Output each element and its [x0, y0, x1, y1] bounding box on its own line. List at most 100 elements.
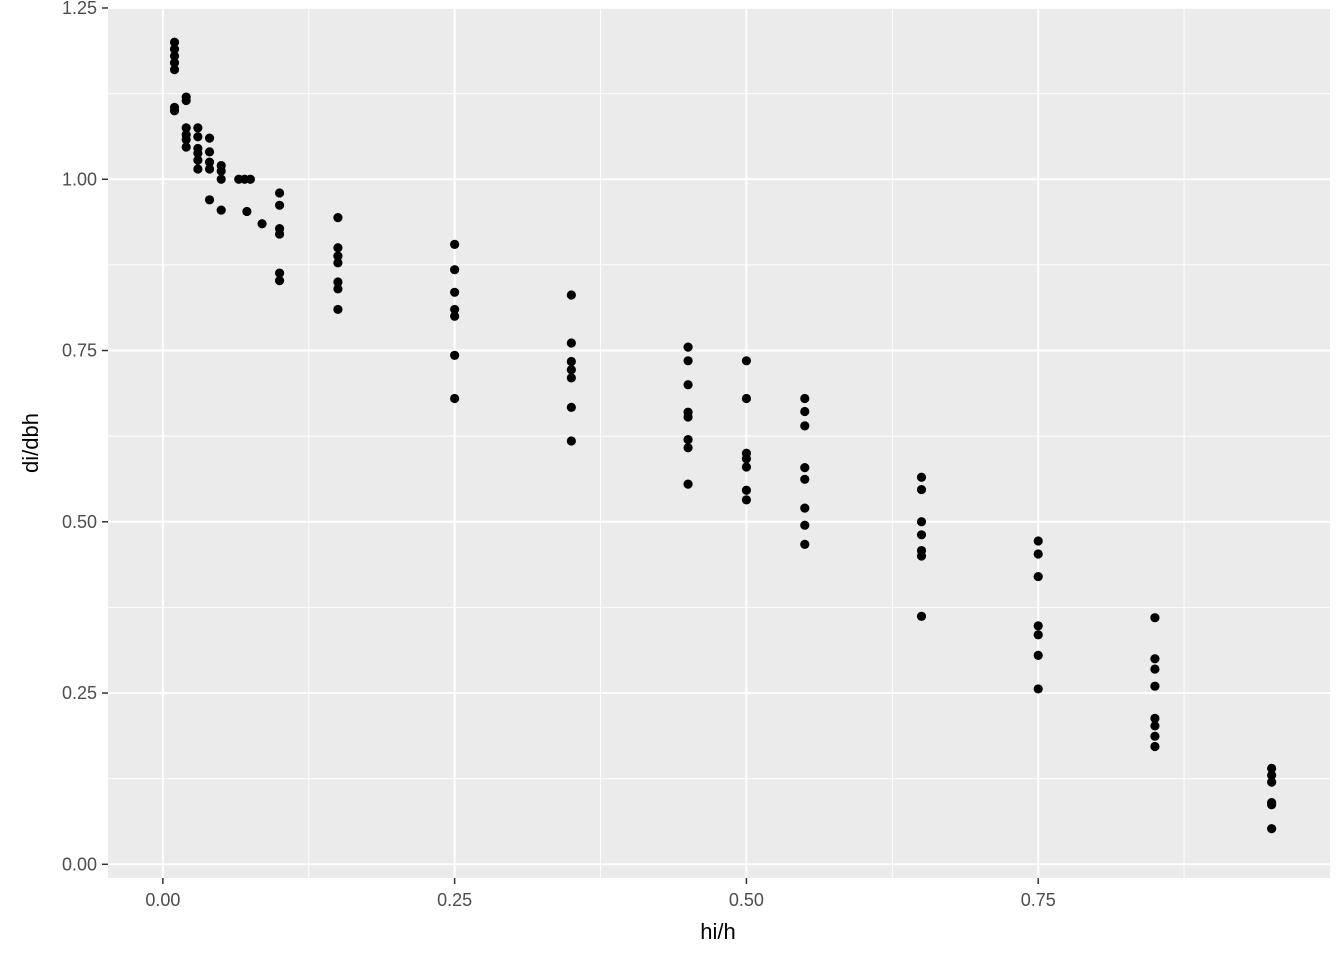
- data-point: [1033, 650, 1043, 660]
- data-point: [683, 342, 693, 352]
- data-point: [1267, 800, 1277, 810]
- data-point: [566, 290, 576, 300]
- data-point: [916, 530, 927, 540]
- data-point: [274, 188, 285, 198]
- data-point: [683, 412, 693, 422]
- data-point: [800, 503, 810, 513]
- data-point: [450, 350, 460, 360]
- y-tick-label: 0.75: [62, 341, 97, 361]
- data-point: [333, 304, 343, 315]
- x-tick-label: 0.00: [145, 890, 180, 910]
- data-point: [450, 265, 460, 275]
- data-point: [193, 155, 203, 165]
- major-gridlines: [108, 7, 1330, 878]
- data-point: [333, 284, 343, 294]
- data-point: [193, 164, 203, 174]
- data-point: [916, 517, 927, 527]
- y-axis-title: di/dbh: [18, 413, 43, 473]
- data-point: [450, 311, 460, 321]
- data-point: [1150, 654, 1160, 664]
- data-point: [181, 134, 191, 145]
- data-point: [800, 539, 810, 549]
- data-point: [1033, 536, 1043, 546]
- data-point: [683, 380, 693, 390]
- data-point: [274, 268, 285, 278]
- x-axis: 0.00 0.25 0.50 0.75: [145, 878, 1056, 910]
- x-tick-label: 0.50: [729, 890, 764, 910]
- data-point: [450, 239, 460, 249]
- data-point: [683, 479, 693, 489]
- data-point: [1150, 713, 1160, 723]
- data-point: [916, 484, 927, 495]
- data-point: [450, 304, 460, 315]
- data-point: [566, 436, 576, 446]
- data-point: [916, 611, 927, 621]
- data-point: [242, 206, 252, 217]
- data-point: [566, 356, 576, 367]
- x-tick-label: 0.25: [437, 890, 472, 910]
- data-point: [333, 277, 343, 287]
- data-point: [916, 551, 927, 561]
- data-point: [333, 213, 343, 223]
- data-point: [181, 142, 191, 152]
- plot-panel: [108, 8, 1330, 878]
- data-point: [257, 219, 267, 229]
- data-point: [800, 463, 810, 473]
- y-tick-label: 0.00: [62, 854, 97, 874]
- x-axis-title: hi/h: [700, 919, 735, 944]
- data-point: [1150, 741, 1160, 752]
- data-point: [169, 58, 180, 68]
- data-point: [204, 195, 215, 205]
- data-point: [216, 205, 226, 215]
- data-point: [1150, 613, 1160, 623]
- data-point: [216, 174, 226, 184]
- data-point: [333, 243, 343, 253]
- data-point: [566, 402, 576, 412]
- data-point: [1267, 763, 1277, 773]
- data-point: [800, 520, 810, 530]
- data-point: [193, 123, 203, 133]
- data-point: [683, 434, 693, 445]
- data-point: [800, 474, 810, 484]
- y-tick-label: 0.50: [62, 512, 97, 532]
- data-point: [566, 338, 576, 348]
- data-point: [1150, 664, 1160, 674]
- data-point: [800, 421, 810, 431]
- data-point: [741, 462, 752, 472]
- data-point: [193, 148, 203, 158]
- data-point: [916, 472, 927, 482]
- data-point: [1267, 770, 1277, 780]
- data-point: [204, 157, 215, 167]
- data-point: [1033, 549, 1043, 559]
- data-point: [274, 276, 285, 286]
- data-point: [800, 393, 810, 404]
- data-point: [1267, 824, 1277, 834]
- data-point: [169, 37, 180, 47]
- data-point: [204, 164, 215, 174]
- data-point: [1033, 571, 1043, 582]
- data-point: [1033, 630, 1043, 640]
- data-point: [741, 393, 752, 404]
- data-point: [1150, 721, 1160, 731]
- data-point: [566, 373, 576, 383]
- data-point: [333, 258, 343, 268]
- data-point: [566, 365, 576, 375]
- data-point: [741, 495, 752, 505]
- data-point: [169, 106, 180, 116]
- data-point: [1267, 777, 1277, 787]
- data-point: [800, 406, 810, 417]
- data-point: [683, 356, 693, 366]
- y-tick-label: 1.00: [62, 169, 97, 189]
- data-point: [204, 147, 215, 157]
- data-point: [450, 287, 460, 297]
- data-point: [204, 133, 215, 143]
- data-point: [274, 200, 285, 210]
- data-point: [741, 454, 752, 464]
- y-tick-label: 1.25: [62, 0, 97, 18]
- data-point: [216, 166, 226, 176]
- data-point: [245, 174, 255, 184]
- data-point: [1033, 684, 1043, 694]
- data-point: [741, 356, 752, 366]
- data-point: [1150, 681, 1160, 691]
- y-tick-label: 0.25: [62, 683, 97, 703]
